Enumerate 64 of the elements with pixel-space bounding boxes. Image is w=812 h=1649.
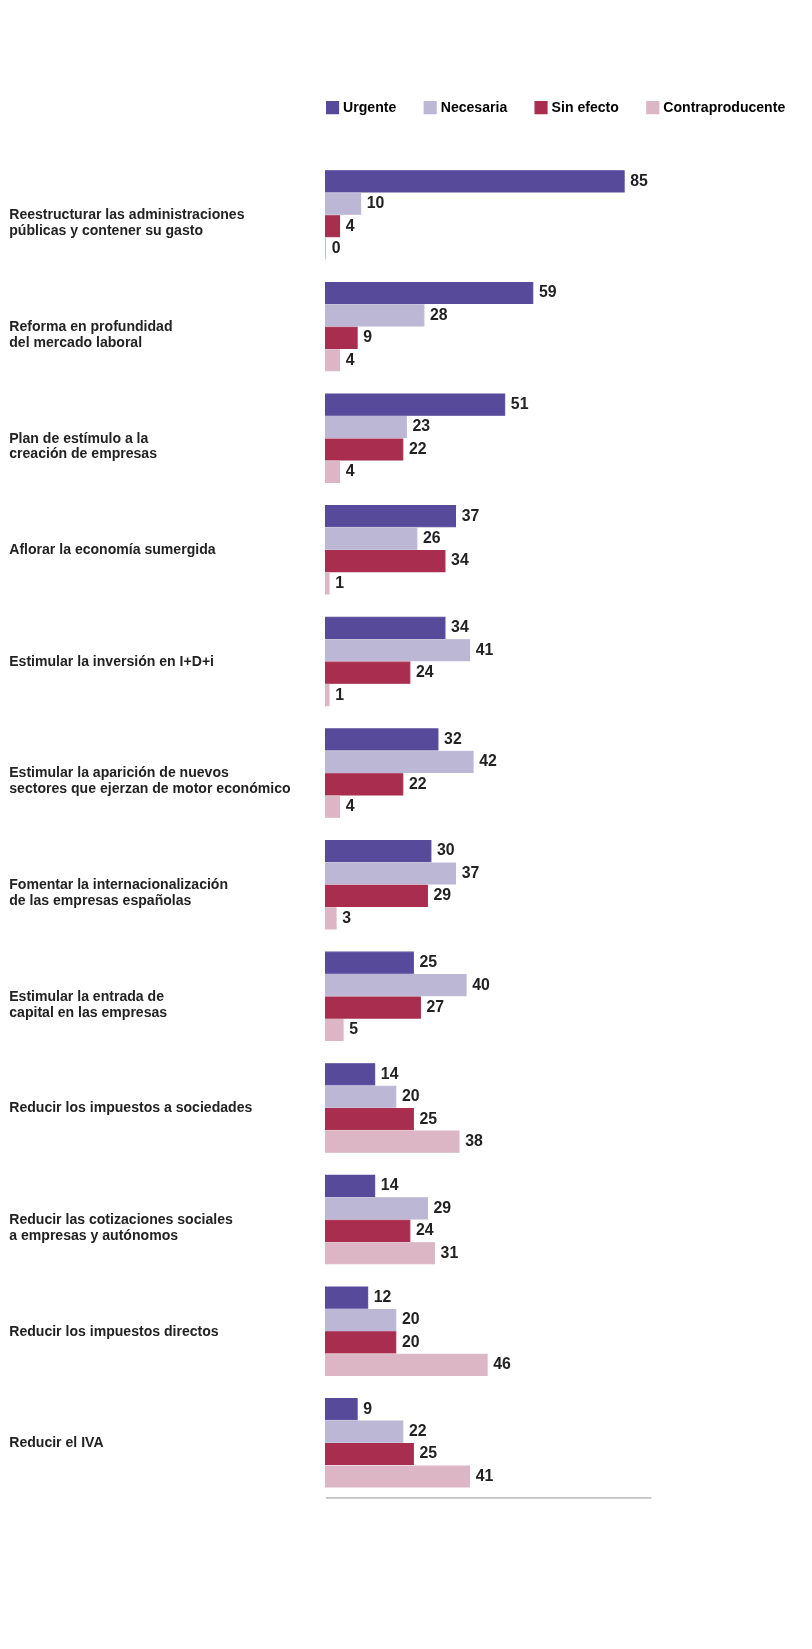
data-label: 0 [331,239,341,257]
data-label: 20 [401,1087,420,1105]
y-tick-label: Reestructurar las administraciones públicas y contener su gasto [9,206,245,239]
data-label: 22 [408,439,427,457]
data-label: 14 [380,1176,399,1194]
data-label: 14 [380,1064,399,1082]
y-tick-label: Reducir las cotizaciones sociales a empresas y autónomos [9,1210,233,1243]
data-label: 26 [423,529,441,547]
y-tick-label: Reducir los impuestos directos [9,1322,219,1339]
data-label: 85 [630,171,649,189]
data-label: 37 [461,506,480,524]
data-label: 1 [335,573,345,591]
y-tick-label: Reforma en profundidad del mercado laboral [9,318,173,350]
data-label: 4 [345,216,355,234]
data-label: 24 [415,1221,434,1239]
data-label: 25 [419,1109,438,1127]
y-tick-label: Estimular la entrada de capital en las empresas [9,987,168,1020]
data-label: 9 [363,1399,373,1417]
y-tick-label: Estimular la inversión en I+D+i [9,652,214,669]
y-tick-label: Reducir los impuestos a sociedades [9,1099,253,1116]
y-tick-label: Plan de estímulo a la creación de empresas [9,429,158,462]
y-tick-label: Reducir el IVA [9,1434,104,1451]
legend-label: Necesaria [440,99,508,116]
y-tick-label: Fomentar la internacionalización de las empresas españolas [9,876,229,908]
data-label: 4 [345,462,355,480]
data-label: 41 [475,640,494,658]
data-label: 5 [349,1020,359,1038]
data-label: 30 [437,841,455,859]
legend-label: Urgente [343,99,397,116]
y-tick-label: Aflorar la economía sumergida [9,541,216,558]
data-label: 34 [451,551,469,569]
data-label: 32 [444,729,462,747]
data-label: 46 [493,1355,512,1373]
data-label: 22 [408,774,427,792]
data-label: 28 [430,305,448,323]
data-label: 20 [401,1310,420,1328]
data-label: 34 [451,618,469,636]
data-label: 25 [419,953,438,971]
data-label: 3 [342,908,352,926]
data-label: 24 [415,663,434,681]
data-label: 38 [465,1132,483,1150]
data-label: 59 [538,283,557,301]
data-label: 51 [510,394,529,412]
data-label: 29 [433,886,452,904]
data-label: 9 [363,328,373,346]
y-tick-label: Estimular la aparición de nuevos sectores que ejerzan de motor económico [9,764,291,797]
legend-label: Contraproducente [663,99,786,116]
data-label: 1 [335,685,345,703]
data-label: 20 [401,1332,420,1350]
data-label: 12 [373,1287,392,1305]
data-label: 10 [366,194,385,212]
data-label: 27 [426,997,445,1015]
data-label: 31 [440,1243,459,1261]
data-label: 40 [472,975,490,993]
data-label: 42 [479,752,498,770]
data-label: 4 [345,350,355,368]
data-label: 23 [412,417,431,435]
legend-label: Sin efecto [551,99,620,116]
data-label: 22 [408,1422,427,1439]
data-label: 29 [433,1198,452,1216]
data-label: 25 [419,1444,438,1462]
data-label: 4 [345,797,355,815]
data-label: 41 [475,1466,494,1484]
data-label: 37 [461,863,480,881]
